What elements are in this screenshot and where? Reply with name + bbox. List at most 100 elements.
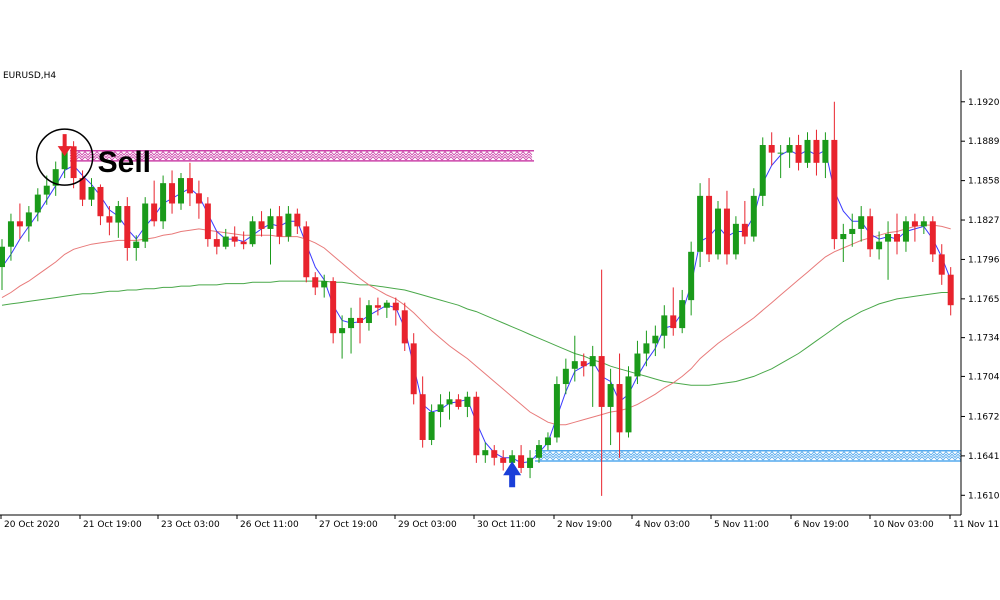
candle-body xyxy=(652,335,659,344)
candle-body xyxy=(222,236,229,247)
candle xyxy=(885,221,892,280)
resistance-zone-pattern xyxy=(69,153,533,159)
candle xyxy=(813,129,820,176)
candle xyxy=(330,277,337,344)
candle-body xyxy=(813,139,820,163)
candle-body xyxy=(70,146,77,179)
candle-body xyxy=(115,206,122,223)
candle xyxy=(867,208,874,257)
time-tick-label: 6 Nov 19:00 xyxy=(794,520,849,530)
price-tick-label: 1.17345 xyxy=(968,334,1000,344)
candle xyxy=(178,172,184,210)
candle xyxy=(410,333,417,405)
candle-body xyxy=(52,169,59,186)
candle xyxy=(876,231,883,260)
candle xyxy=(186,162,193,207)
candle-body xyxy=(849,228,856,235)
candle xyxy=(616,353,623,458)
candle xyxy=(777,145,784,179)
candle-body xyxy=(106,216,113,223)
candle-body xyxy=(419,394,426,440)
candle-body xyxy=(16,221,23,227)
candle-body xyxy=(625,376,632,433)
candle-body xyxy=(536,445,542,458)
candle xyxy=(276,206,283,245)
slow-ma-line xyxy=(1,280,951,386)
candle-body xyxy=(240,241,247,245)
candle xyxy=(267,208,274,265)
candle xyxy=(732,216,739,260)
candle xyxy=(106,206,113,236)
candle-body xyxy=(732,223,739,255)
candle-body xyxy=(786,145,793,153)
time-tick-label: 5 Nov 11:00 xyxy=(714,520,769,530)
candle xyxy=(491,445,498,466)
candle-body xyxy=(697,195,704,252)
candle xyxy=(392,297,399,326)
time-tick-label: 11 Nov 11:00 xyxy=(953,520,1000,530)
candle xyxy=(544,432,551,451)
candle xyxy=(231,226,238,247)
candle xyxy=(169,170,176,214)
chart-symbol: EURUSD,H4 xyxy=(3,71,56,81)
time-tick-label: 26 Oct 11:00 xyxy=(240,520,299,530)
candle xyxy=(195,180,202,219)
candle-body xyxy=(822,139,829,163)
candle-body xyxy=(383,302,390,308)
candle-body xyxy=(204,203,211,240)
candle-body xyxy=(178,178,184,204)
sell-signal-circle xyxy=(35,128,94,186)
candle-body xyxy=(661,315,668,336)
candle xyxy=(786,137,793,168)
candle xyxy=(634,340,641,385)
support-zone-pattern xyxy=(534,451,962,456)
candle-body xyxy=(339,328,346,334)
candle xyxy=(357,297,363,344)
time-tick-label: 10 Nov 03:00 xyxy=(873,520,934,530)
candle-body xyxy=(894,234,900,242)
resistance-zone xyxy=(69,149,534,162)
candle-body xyxy=(410,343,417,395)
candle xyxy=(679,289,686,334)
candle-body xyxy=(929,221,936,255)
candle xyxy=(759,137,766,207)
price-tick-label: 1.17960 xyxy=(968,255,1000,265)
candle xyxy=(804,132,811,168)
candle-body xyxy=(831,139,838,240)
candle-body xyxy=(186,178,193,194)
candle-body xyxy=(607,384,614,407)
candle-body xyxy=(920,221,927,227)
candles xyxy=(0,101,954,496)
candle xyxy=(374,297,381,316)
candle-body xyxy=(491,450,498,458)
candle-body xyxy=(482,450,489,456)
candle xyxy=(160,175,167,229)
time-tick-label: 4 Nov 03:00 xyxy=(635,520,690,530)
candle-body xyxy=(357,317,363,324)
candle xyxy=(831,101,838,250)
candle-body xyxy=(97,186,104,217)
candle xyxy=(518,445,525,474)
candle xyxy=(88,178,95,207)
support-zone-pattern xyxy=(534,456,962,461)
candle xyxy=(365,300,372,331)
candle-body xyxy=(303,226,310,278)
candle-body xyxy=(795,145,802,163)
candle-body xyxy=(580,361,587,367)
candle xyxy=(697,183,704,268)
candle-body xyxy=(804,139,811,163)
candle xyxy=(258,211,265,237)
candle xyxy=(294,208,301,235)
candle-body xyxy=(446,399,453,405)
candle-body xyxy=(285,213,292,237)
price-tick-label: 1.19200 xyxy=(968,98,1000,108)
candle-body xyxy=(213,239,220,247)
candle xyxy=(419,376,426,448)
candle xyxy=(500,450,507,471)
candle-body xyxy=(670,315,677,329)
candle xyxy=(70,141,77,189)
candle-body xyxy=(43,185,50,195)
candle-body xyxy=(911,221,918,227)
candle-body xyxy=(562,368,569,385)
mid-ma-line xyxy=(1,224,951,426)
